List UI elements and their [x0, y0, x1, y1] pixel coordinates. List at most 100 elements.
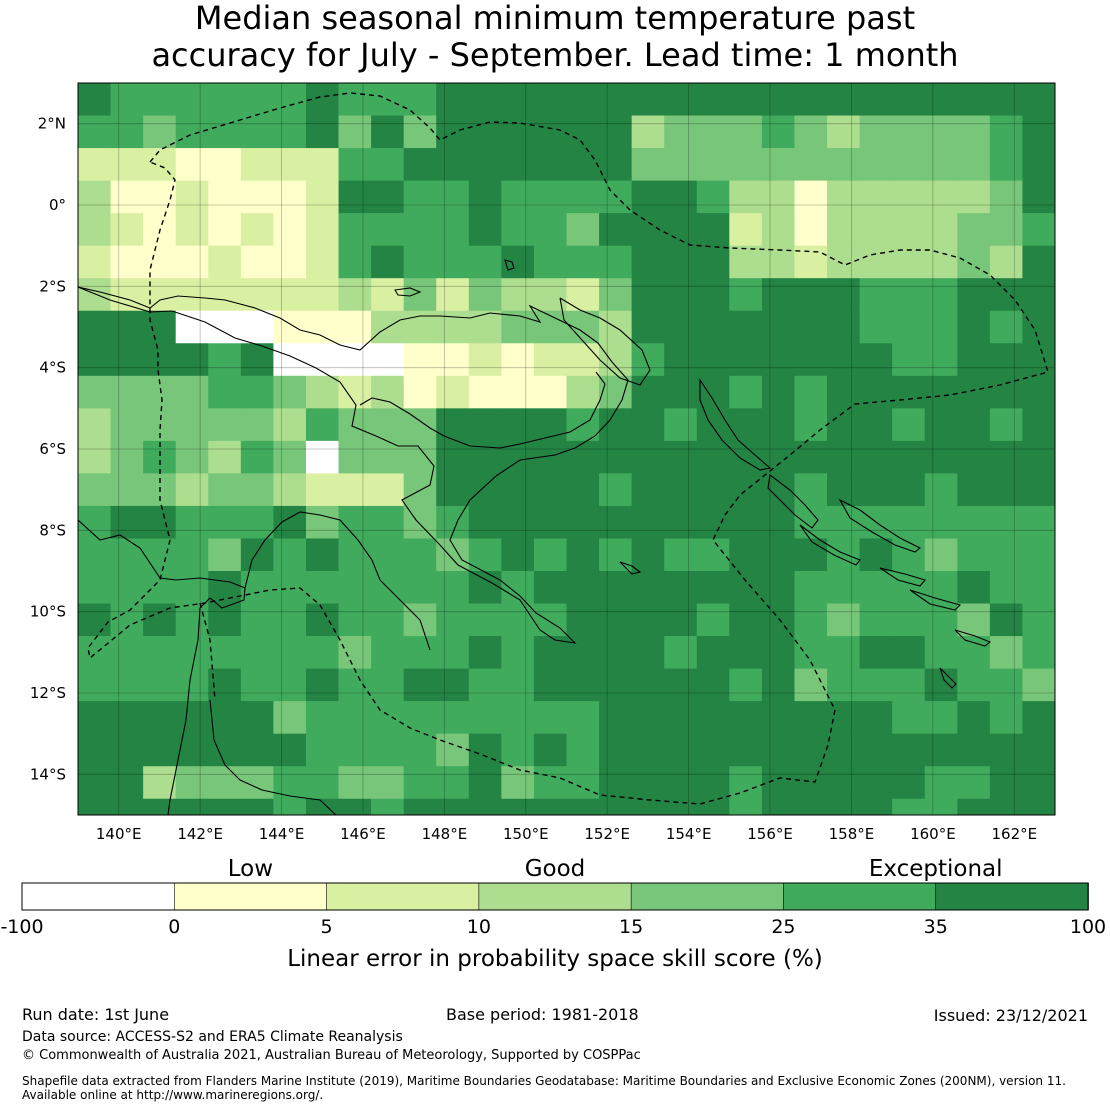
skill-cell — [957, 538, 991, 572]
skill-cell — [371, 603, 405, 637]
skill-cell — [566, 213, 600, 247]
skill-cell — [78, 798, 111, 815]
longitude-labels: 140°E 142°E 144°E 146°E 148°E 150°E 152°E 154°E… — [96, 825, 1037, 843]
skill-cell — [1022, 408, 1055, 442]
skill-cell — [729, 115, 763, 149]
skill-cell — [338, 603, 372, 637]
skill-cell — [175, 375, 209, 409]
skill-cell — [338, 798, 372, 815]
skill-cell — [729, 798, 763, 815]
skill-cell — [371, 115, 405, 149]
skill-cell — [78, 148, 111, 181]
lat-label: 12°S — [30, 684, 66, 702]
skill-cell — [78, 571, 111, 604]
skill-cell — [305, 278, 339, 312]
skill-cell — [696, 343, 730, 377]
skill-cell — [403, 701, 437, 735]
skill-cell — [436, 375, 470, 409]
skill-cell — [1022, 603, 1055, 637]
skill-cell — [533, 603, 567, 637]
skill-cell — [892, 278, 926, 312]
skill-cell — [827, 180, 860, 214]
skill-cell — [631, 701, 665, 735]
skill-cell — [110, 636, 144, 669]
skill-cell — [761, 798, 795, 815]
skill-cell — [403, 343, 437, 377]
lon-label: 154°E — [666, 825, 712, 843]
skill-cell — [761, 83, 795, 116]
skill-cell — [566, 245, 600, 279]
skill-cell — [664, 798, 698, 815]
skill-cell — [794, 668, 828, 702]
skill-cell — [305, 408, 339, 442]
skill-cell — [696, 83, 730, 116]
skill-cell — [78, 636, 111, 669]
skill-cell — [240, 245, 274, 279]
skill-cell — [761, 571, 795, 604]
skill-cell — [533, 245, 567, 279]
skill-cell — [794, 115, 828, 149]
coastline-solomon-2 — [799, 524, 861, 566]
skill-cell — [696, 310, 730, 344]
colorbar-tick: -100 — [0, 916, 43, 938]
skill-cell — [273, 538, 307, 572]
skill-cell — [371, 798, 405, 815]
skill-cell — [240, 278, 274, 312]
skill-cell — [143, 733, 177, 767]
skill-cell — [305, 245, 339, 279]
skill-cell — [436, 408, 470, 442]
skill-cell — [110, 440, 144, 474]
skill-cell — [208, 505, 242, 539]
skill-cell — [631, 766, 665, 800]
skill-cell — [468, 343, 502, 377]
skill-cell — [827, 766, 860, 800]
skill-cell — [208, 798, 242, 815]
skill-cell — [403, 766, 437, 800]
skill-cell — [631, 83, 665, 116]
skill-cell — [273, 115, 307, 149]
skill-cell — [273, 505, 307, 539]
skill-cell — [468, 83, 502, 116]
skill-cell — [924, 440, 958, 474]
skill-cell — [208, 571, 242, 604]
skill-cell — [696, 375, 730, 409]
skill-cell — [403, 180, 437, 214]
skill-cell — [240, 571, 274, 604]
skill-cell — [208, 245, 242, 279]
skill-cell — [957, 83, 991, 116]
skill-cell — [501, 115, 535, 149]
skill-cell — [240, 115, 274, 149]
skill-cell — [436, 603, 470, 637]
skill-cell — [794, 636, 828, 669]
skill-cell — [305, 636, 339, 669]
skill-cell — [338, 473, 372, 507]
skill-cell — [1022, 538, 1055, 572]
skill-cell — [827, 310, 860, 344]
coastline-manus — [394, 287, 422, 297]
skill-cell — [989, 473, 1023, 507]
skill-cell — [696, 148, 730, 181]
skill-cell — [924, 408, 958, 442]
skill-cell — [664, 766, 698, 800]
skill-cell — [403, 571, 437, 604]
skill-cell — [859, 310, 893, 344]
colorbar-tick: 15 — [619, 916, 643, 938]
skill-cell — [110, 375, 144, 409]
skill-cell — [1022, 701, 1055, 735]
skill-cell — [631, 571, 665, 604]
skill-cell — [599, 408, 633, 442]
skill-cell — [761, 343, 795, 377]
colorbar-category: Low — [228, 856, 273, 882]
skill-cell — [143, 310, 177, 344]
skill-cell — [989, 538, 1023, 572]
skill-cell — [273, 636, 307, 669]
skill-cell — [761, 310, 795, 344]
skill-cell — [696, 571, 730, 604]
skill-cell — [957, 115, 991, 149]
skill-cell — [631, 668, 665, 702]
skill-cell — [501, 408, 535, 442]
skill-cell — [403, 505, 437, 539]
skill-cell — [273, 375, 307, 409]
skill-cell — [436, 115, 470, 149]
skill-cell — [371, 701, 405, 735]
